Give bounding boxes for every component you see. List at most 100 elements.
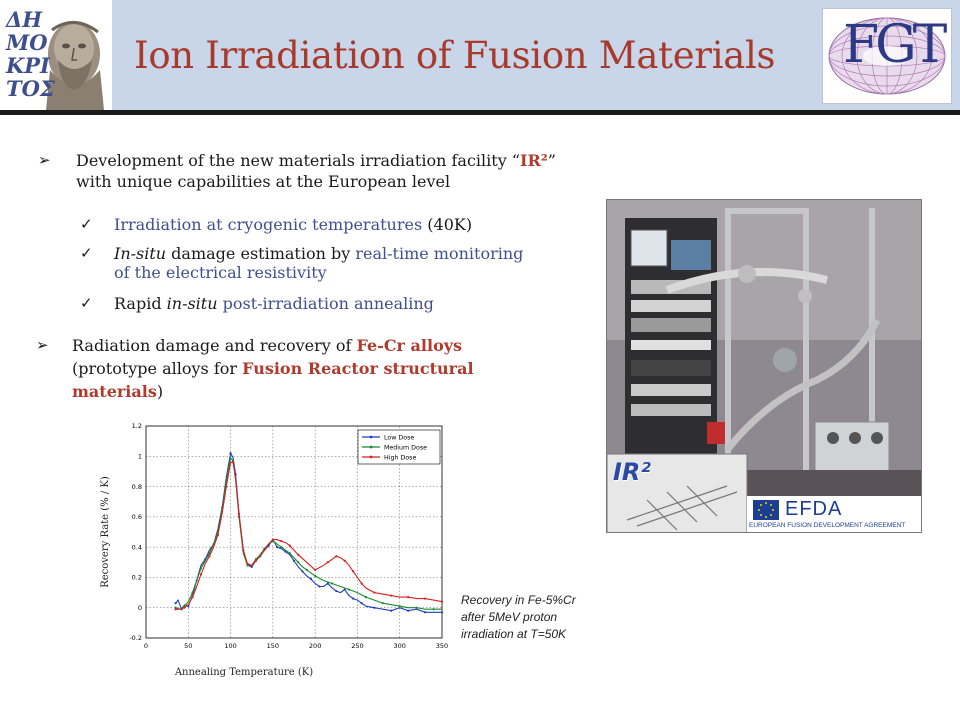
data-point [318, 585, 321, 588]
legend-label: High Dose [384, 454, 416, 461]
y-tick-label: 0.4 [132, 543, 142, 551]
data-point [440, 600, 444, 603]
data-point [297, 553, 300, 556]
facility-photo-illustration [607, 200, 921, 532]
sub-bullet-2-highlight: real-time monitoring [355, 244, 524, 263]
caption-line-2: after 5MeV proton [461, 610, 558, 624]
data-point [423, 597, 427, 600]
data-point [360, 582, 363, 585]
fusion-reactor-highlight: Fusion Reactor structural [242, 359, 474, 378]
data-point [373, 591, 376, 594]
data-point [314, 574, 317, 578]
data-point [326, 582, 329, 585]
x-tick-label: 150 [267, 642, 279, 650]
data-point [191, 596, 194, 599]
data-point [292, 559, 296, 562]
fgt-torus-icon [828, 17, 946, 95]
data-point [174, 606, 177, 609]
chart-svg: 0 50 100 150 200 250 300 350-0.200.20.40.60.811… [100, 422, 448, 678]
y-tick-label: 0.2 [132, 574, 142, 582]
data-point [352, 570, 355, 573]
data-point [373, 606, 376, 609]
ir2-highlight: IR² [520, 151, 548, 170]
x-axis-label: Annealing Temperature (K) [174, 667, 313, 678]
check-icon: ✓ [80, 294, 93, 312]
data-point [250, 565, 253, 568]
data-point [335, 589, 338, 593]
x-tick-label: 250 [351, 642, 363, 650]
bullet-fe-cr-alloys: ➢ Radiation damage and recovery of Fe-Cr… [36, 334, 596, 404]
bullet-1-line-2: with unique capabilities at the European… [76, 172, 451, 191]
data-point [301, 570, 304, 573]
sub-bullet-1-text: Irradiation at cryogenic temperatures [114, 215, 428, 234]
data-point [364, 596, 367, 599]
bullet-2-line-2: (prototype alloys for [72, 359, 243, 378]
sub-bullet-2-text: damage estimation by [166, 244, 356, 263]
legend-label: Medium Dose [384, 444, 427, 451]
page-title: Ion Irradiation of Fusion Materials [134, 34, 776, 77]
sub-bullet-2-line-2: of the electrical resistivity [114, 263, 327, 282]
bullet-2-paren: ) [156, 382, 164, 401]
democritus-portrait-icon [0, 0, 112, 110]
data-point [246, 562, 249, 565]
data-point [199, 573, 203, 576]
sub-bullet-3-insitu: in-situ [166, 294, 218, 313]
bullet-irradiation-facility: ➢ Development of the new materials irrad… [38, 150, 658, 194]
data-point [432, 608, 435, 611]
arrow-bullet-icon: ➢ [38, 151, 51, 169]
data-point [182, 606, 186, 609]
caption-line-3: irradiation at T=50K [461, 627, 567, 641]
data-point [305, 568, 308, 571]
y-tick-label: 0.6 [132, 513, 142, 521]
check-icon: ✓ [80, 244, 93, 262]
data-point [309, 577, 313, 581]
y-tick-label: -0.2 [129, 634, 142, 642]
data-point [225, 485, 228, 488]
x-tick-label: 100 [224, 642, 236, 650]
democritus-logo: ΔΗ ΜΟ ΚΡΙ ΤΟΣ [0, 0, 112, 110]
sub-bullet-1-temp: (40K) [427, 215, 473, 234]
sub-bullet-3-highlight: post-irradiation annealing [222, 294, 434, 313]
data-point [390, 609, 393, 612]
y-tick-label: 0 [138, 604, 142, 612]
legend-marker [369, 455, 373, 459]
data-point [174, 602, 177, 605]
data-point [288, 552, 291, 555]
data-point [237, 512, 241, 515]
data-point [199, 567, 203, 570]
data-point [232, 459, 235, 462]
data-point [280, 539, 283, 543]
data-point [280, 546, 283, 549]
data-point [343, 588, 346, 591]
y-tick-label: 1.2 [132, 422, 142, 430]
data-point [407, 609, 410, 612]
data-point [208, 555, 211, 558]
materials-highlight: materials [72, 382, 157, 401]
efda-label: EFDA [785, 498, 843, 520]
data-point [415, 606, 418, 609]
data-point [343, 559, 346, 562]
legend-marker [369, 445, 373, 449]
data-point [390, 594, 393, 597]
legend-label: Low Dose [384, 434, 414, 441]
data-point [314, 568, 317, 571]
data-point [271, 538, 274, 541]
data-point [398, 605, 401, 608]
data-point [347, 588, 351, 591]
x-tick-label: 50 [184, 642, 192, 650]
caption-line-1: Recovery in Fe-5%Cr [461, 593, 576, 607]
data-point [423, 611, 427, 614]
header-bar [0, 0, 960, 114]
recovery-rate-chart: 0 50 100 150 200 250 300 350 -0.2 0 0.2 0.4 0.6 0.8 1 1… [94, 420, 454, 680]
bullet-1-line-1: Development of the new materials irradia… [76, 151, 520, 170]
sub-bullet-in-situ-damage: ✓ In-situ damage estimation by real-time… [80, 244, 600, 286]
x-tick-label: 300 [394, 642, 406, 650]
data-point [330, 582, 334, 585]
data-point [360, 602, 363, 605]
legend-marker [369, 435, 373, 439]
data-point [297, 561, 300, 564]
sub-bullet-3-rapid: Rapid [114, 294, 167, 313]
data-point [232, 461, 235, 464]
y-axis-label: Recovery Rate (% / K) [100, 476, 111, 588]
data-point [254, 559, 258, 562]
